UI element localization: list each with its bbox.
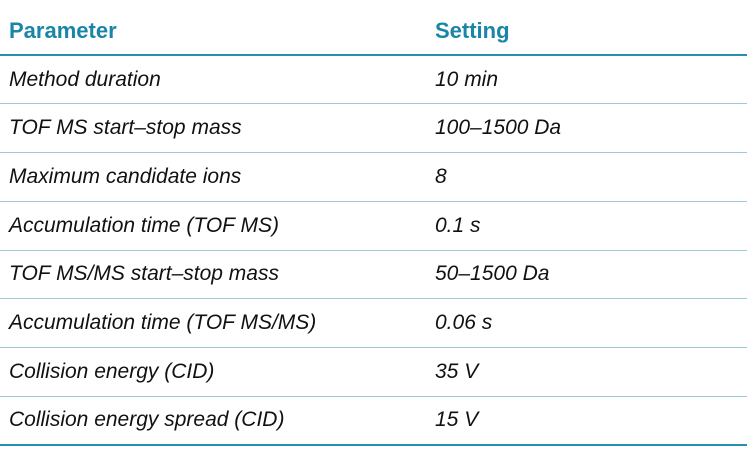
table-row: Accumulation time (TOF MS) 0.1 s (0, 201, 747, 250)
table-row: Method duration 10 min (0, 55, 747, 104)
setting-cell: 8 (426, 153, 747, 202)
parameter-settings-table: Parameter Setting Method duration 10 min… (0, 8, 747, 446)
column-header-parameter: Parameter (0, 8, 426, 55)
setting-cell: 15 V (426, 396, 747, 445)
table-header-row: Parameter Setting (0, 8, 747, 55)
parameter-cell: Maximum candidate ions (0, 153, 426, 202)
table-row: Accumulation time (TOF MS/MS) 0.06 s (0, 299, 747, 348)
setting-cell: 10 min (426, 55, 747, 104)
setting-cell: 35 V (426, 348, 747, 397)
table-row: TOF MS start–stop mass 100–1500 Da (0, 104, 747, 153)
setting-cell: 50–1500 Da (426, 250, 747, 299)
parameter-cell: Method duration (0, 55, 426, 104)
parameter-cell: TOF MS/MS start–stop mass (0, 250, 426, 299)
parameter-cell: Accumulation time (TOF MS) (0, 201, 426, 250)
table-row: Maximum candidate ions 8 (0, 153, 747, 202)
setting-cell: 0.06 s (426, 299, 747, 348)
parameter-cell: Collision energy spread (CID) (0, 396, 426, 445)
column-header-setting: Setting (426, 8, 747, 55)
table-row: TOF MS/MS start–stop mass 50–1500 Da (0, 250, 747, 299)
table-row: Collision energy spread (CID) 15 V (0, 396, 747, 445)
table-row: Collision energy (CID) 35 V (0, 348, 747, 397)
setting-cell: 100–1500 Da (426, 104, 747, 153)
parameter-cell: TOF MS start–stop mass (0, 104, 426, 153)
parameter-cell: Collision energy (CID) (0, 348, 426, 397)
setting-cell: 0.1 s (426, 201, 747, 250)
parameter-cell: Accumulation time (TOF MS/MS) (0, 299, 426, 348)
